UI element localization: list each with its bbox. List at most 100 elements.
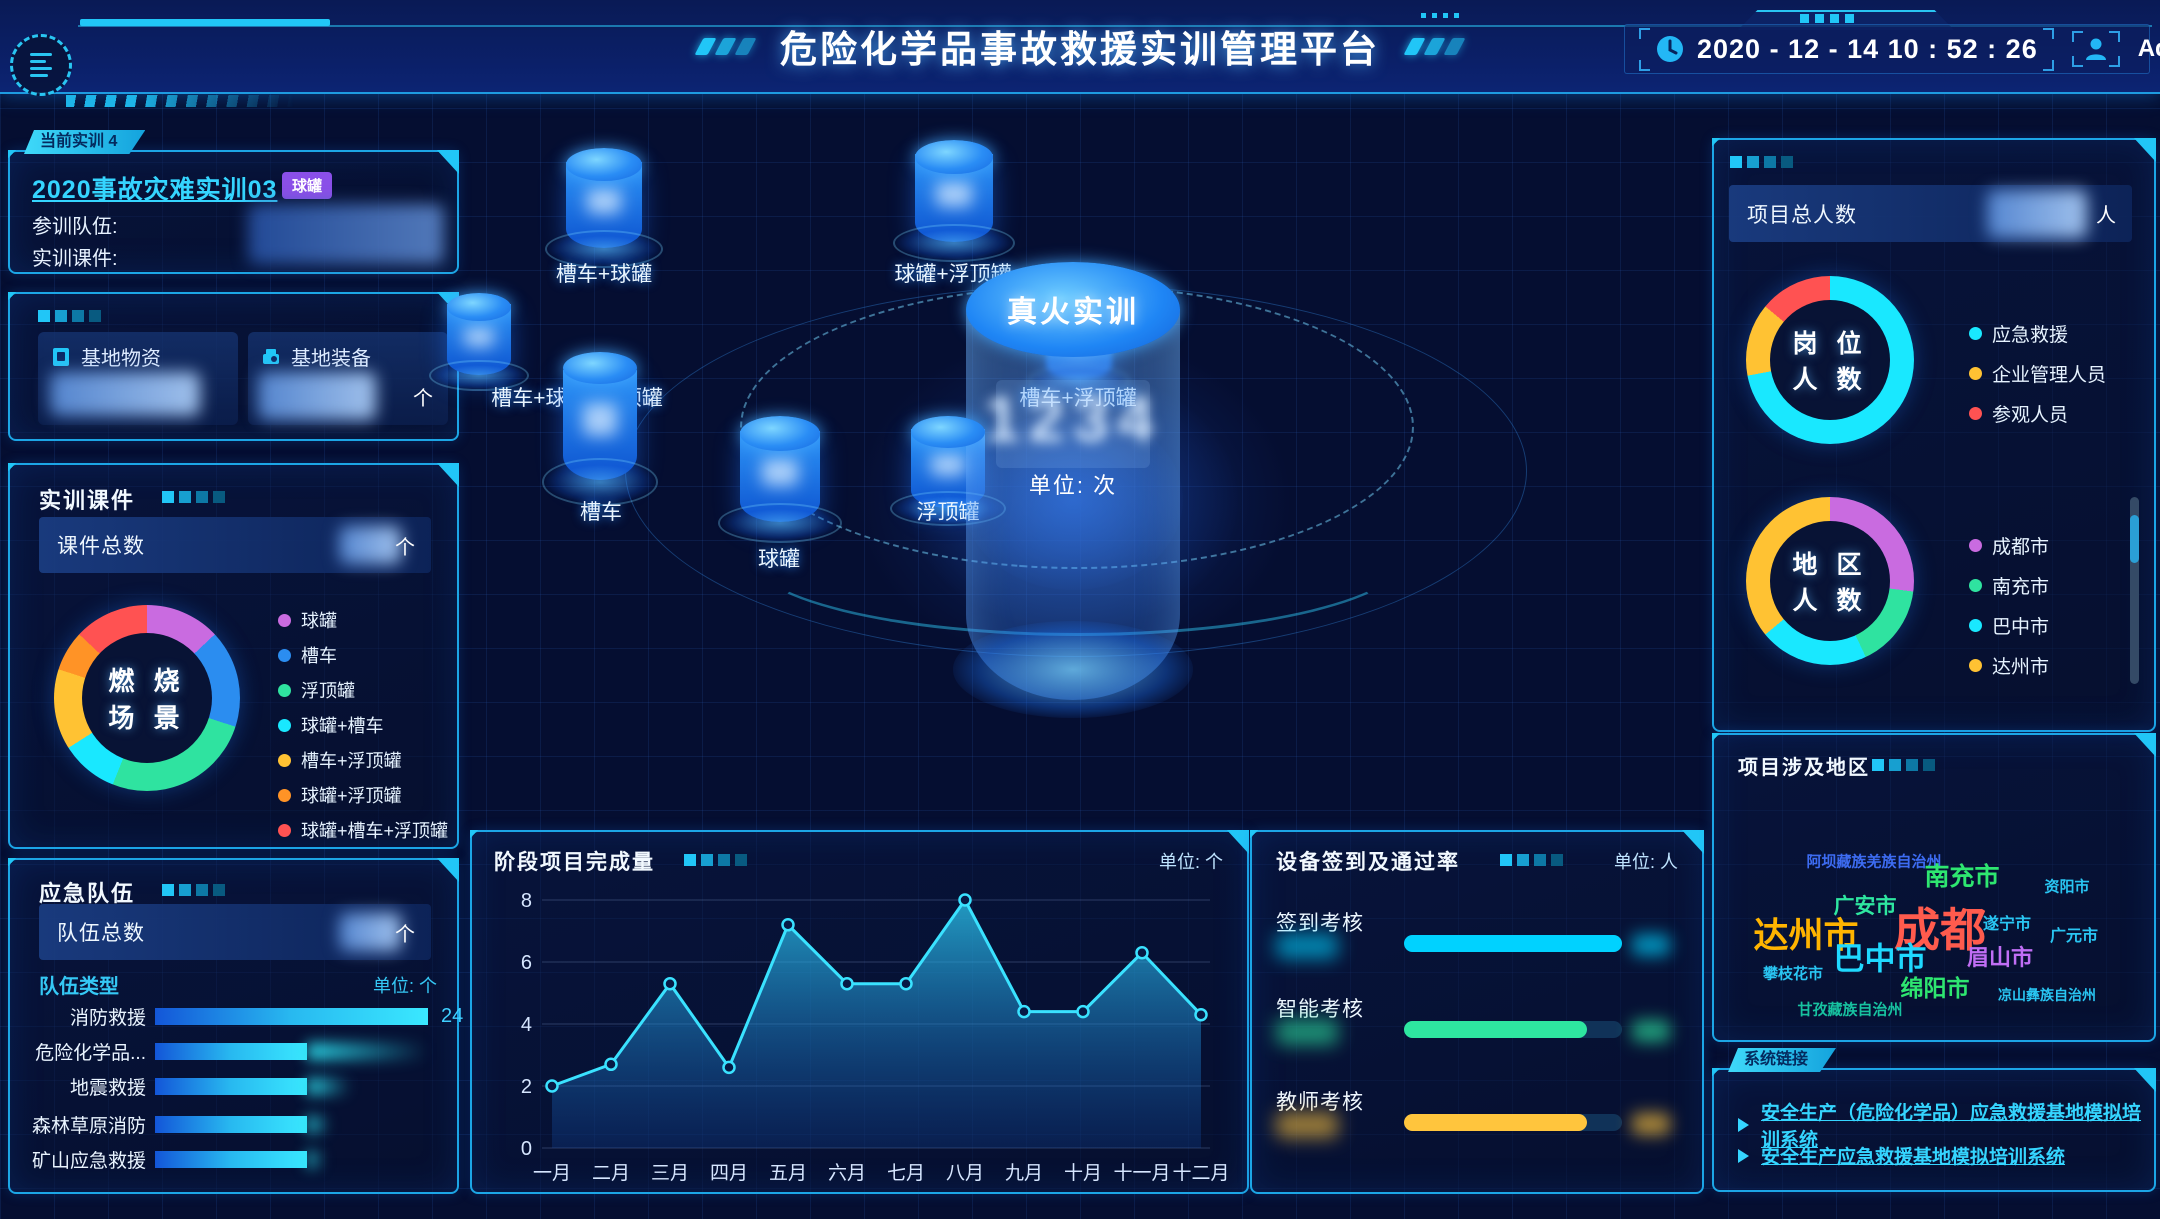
personnel-unit: 人: [2096, 205, 2116, 227]
admin-user-label[interactable]: Admin: [2137, 35, 2160, 62]
team-bar-value: 24: [441, 1004, 464, 1027]
device-row: 教师考核: [1276, 1086, 1676, 1164]
node-label: 浮顶罐: [916, 501, 980, 524]
region-word: 达州市: [1753, 916, 1859, 956]
system-link[interactable]: 安全生产（危险化学品）应急救援基地模拟培训系统: [1738, 1098, 2154, 1152]
header-notch-squares: [1800, 14, 1854, 23]
header-deco-line: [78, 25, 2152, 27]
user-icon-frame: [2071, 31, 2120, 67]
svg-text:四月: 四月: [710, 1163, 748, 1184]
teams-unit-label: 单位: 个: [372, 976, 437, 996]
blurred-value: [306, 1077, 351, 1095]
team-bar-row: 危险化学品...: [18, 1041, 431, 1064]
title-right-arrows: [1403, 37, 1466, 55]
courseware-total-label: 课件总数: [57, 535, 145, 558]
base-stats-unit: 个: [413, 388, 433, 410]
deco-dots: [38, 310, 101, 322]
menu-button[interactable]: [10, 34, 72, 96]
system-links-panel: 系统链接 安全生产（危险化学品）应急救援基地模拟培训系统 安全生产应急救援基地模拟…: [1712, 1068, 2156, 1192]
region-word: 资阳市: [2044, 878, 2090, 896]
teams-title: 应急队伍: [39, 881, 136, 906]
header-deco-squares: [1421, 13, 1459, 18]
svg-text:六月: 六月: [828, 1162, 866, 1184]
region-word: 甘孜藏族自治州: [1797, 1001, 1903, 1019]
blurred-value: [1632, 1020, 1670, 1042]
node-label: 槽车+浮顶罐: [1019, 382, 1136, 412]
equipment-icon: [263, 348, 279, 364]
courseware-title: 实训课件: [39, 488, 136, 513]
clock-icon: [1657, 36, 1683, 62]
region-word: 眉山市: [1966, 945, 2034, 970]
svg-text:九月: 九月: [1005, 1162, 1043, 1184]
blurred-value: [582, 402, 617, 436]
teams-field-label: 参训队伍:: [32, 216, 118, 238]
team-bar-row: 矿山应急救援: [18, 1149, 431, 1172]
teams-unit: 个: [395, 923, 415, 946]
legend-item: 槽车: [278, 642, 448, 668]
personnel-panel: 项目总人数 人 岗 位人 数 应急救援 企业管理人员 参观人员 地 区人 数 成都市…: [1712, 138, 2156, 732]
supplies-label: 基地物资: [81, 348, 161, 370]
training-name-link[interactable]: 2020事故灾难实训03: [32, 176, 278, 204]
supplies-card: 基地物资: [38, 332, 238, 425]
personnel-total-label: 项目总人数: [1747, 203, 1857, 227]
svg-text:三月: 三月: [651, 1163, 689, 1184]
blurred-value: [930, 452, 965, 477]
post-legend: 应急救援 企业管理人员 参观人员: [1969, 320, 2106, 440]
team-bar-row: 森林草原消防: [18, 1114, 431, 1137]
blurred-value: [1632, 1113, 1670, 1135]
legend-item: 成都市: [1969, 532, 2049, 559]
blurred-value: [1276, 933, 1338, 959]
device-panel: 设备签到及通过率 单位: 人 签到考核 智能考核 教师考核: [1250, 830, 1704, 1194]
post-donut-center-label: 岗 位人 数: [1770, 300, 1890, 420]
legend-item: 企业管理人员: [1969, 360, 2106, 387]
burn-scene-center-label: 燃 烧场 景: [82, 633, 212, 763]
system-link[interactable]: 安全生产应急救援基地模拟培训系统: [1738, 1142, 2065, 1169]
teams-panel: 应急队伍 队伍总数 个 队伍类型 单位: 个 消防救援 24 危险化学品... 地震救…: [8, 858, 463, 1194]
svg-text:十一月: 十一月: [1113, 1162, 1170, 1184]
core-cylinder: 真火实训 1234 单位: 次: [953, 262, 1193, 718]
node-label: 槽车+球罐: [555, 263, 653, 286]
equipment-card: 基地装备: [248, 332, 448, 425]
regions-title: 项目涉及地区: [1738, 757, 1870, 779]
region-word: 巴中市: [1833, 941, 1927, 977]
node-label: 球罐+浮顶罐: [894, 263, 1012, 286]
region-word: 攀枝花市: [1762, 965, 1824, 983]
region-word: 凉山彝族自治州: [1998, 987, 2096, 1003]
monthly-title: 阶段项目完成量: [494, 851, 655, 874]
node-cylinder: [544, 148, 664, 268]
blurred-value: [936, 180, 972, 207]
svg-text:十二月: 十二月: [1172, 1162, 1229, 1184]
header-deco-bar: [80, 19, 330, 26]
scrollbar-thumb[interactable]: [2130, 515, 2139, 563]
region-word: 绵阳市: [1900, 975, 1970, 1001]
courseware-total-row: 课件总数 个: [39, 517, 431, 573]
blurred-value: [248, 204, 444, 264]
burn-scene-donut: 燃 烧场 景: [54, 605, 240, 791]
legend-item: 球罐: [278, 607, 448, 633]
scrollbar-track: [2130, 497, 2139, 684]
current-training-tab: 当前实训 4: [24, 130, 145, 154]
blurred-value: [306, 1042, 429, 1060]
datetime-text: 2020 - 12 - 14 10 : 52 : 26: [1697, 33, 2038, 64]
blurred-value: [50, 372, 200, 416]
core-value-bg: [995, 380, 1151, 468]
node-cylinder: [429, 293, 529, 392]
system-links-tab: 系统链接: [1728, 1048, 1836, 1072]
node-cylinder: [542, 352, 658, 506]
device-title: 设备签到及通过率: [1276, 851, 1460, 874]
svg-text:十月: 十月: [1064, 1162, 1102, 1184]
region-word: 广安市: [1833, 895, 1897, 918]
equipment-label: 基地装备: [291, 348, 371, 370]
svg-text:七月: 七月: [887, 1162, 925, 1184]
blurred-value: [761, 458, 799, 486]
device-unit-label: 单位: 人: [1613, 852, 1678, 872]
base-stats-panel: 基地物资 基地装备 个: [8, 292, 459, 441]
header: 危险化学品事故救援实训管理平台 2020 - 12 - 14 10 : 52 :…: [0, 0, 2160, 94]
region-word: 阿坝藏族羌族自治州: [1806, 853, 1942, 871]
legend-item: 槽车+浮顶罐: [278, 747, 448, 773]
personnel-total-row: 项目总人数 人: [1729, 185, 2132, 242]
current-training-panel: 当前实训 4 2020事故灾难实训03 球罐 参训队伍: 实训课件:: [8, 150, 459, 274]
legend-item: 应急救援: [1969, 320, 2106, 347]
training-badge: 球罐: [282, 172, 333, 199]
region-word: 成都: [1894, 904, 1986, 956]
